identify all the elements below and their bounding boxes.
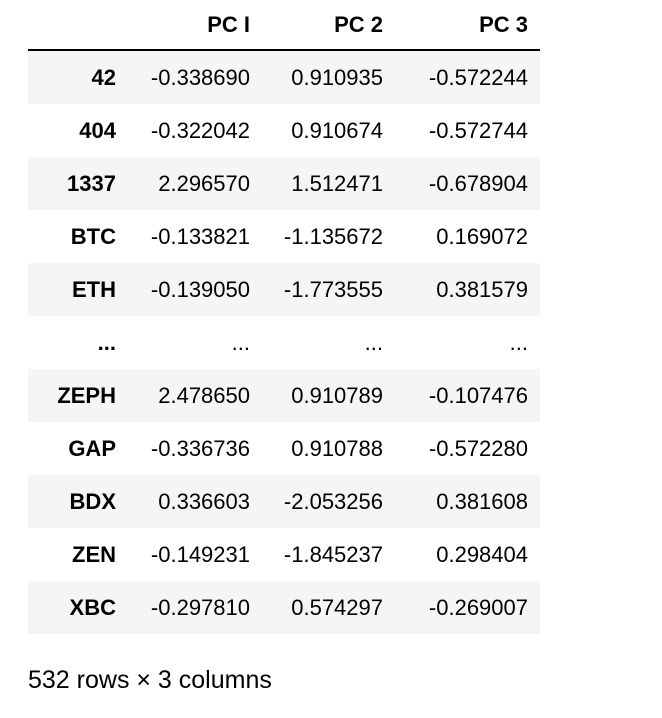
cell-pc1: 2.296570: [158, 170, 250, 196]
table-row: 404 -0.322042 0.910674 -0.572744: [28, 104, 540, 157]
dataframe-shape-note: 532 rows × 3 columns: [28, 666, 272, 694]
column-header-pc1: PC I: [128, 0, 262, 51]
table-row: BTC -0.133821 -1.135672 0.169072: [28, 210, 540, 263]
cell-pc2: -1.135672: [283, 223, 383, 249]
table-row: ZEPH 2.478650 0.910789 -0.107476: [28, 369, 540, 422]
row-index: 404: [79, 117, 116, 143]
cell-pc3: -0.572244: [428, 64, 528, 90]
cell-pc2: 0.910935: [291, 64, 383, 90]
table-row: XBC -0.297810 0.574297 -0.269007: [28, 581, 540, 634]
header-row: PC I PC 2 PC 3: [28, 0, 540, 51]
row-index: BTC: [70, 223, 116, 249]
row-index: ZEPH: [57, 382, 116, 408]
cell-pc1: -0.338690: [150, 64, 250, 90]
cell-pc1: -0.297810: [150, 594, 250, 620]
column-header-pc3: PC 3: [395, 0, 540, 51]
cell-pc2: -1.845237: [283, 541, 383, 567]
cell-pc2: 1.512471: [291, 170, 383, 196]
column-header-pc2: PC 2: [262, 0, 395, 51]
cell-pc1: -0.139050: [150, 276, 250, 302]
row-index: XBC: [69, 594, 116, 620]
cell-pc2: ...: [364, 329, 383, 355]
table-header: PC I PC 2 PC 3: [28, 0, 540, 51]
cell-pc1: -0.336736: [150, 435, 250, 461]
table-row-ellipsis: ... ... ... ...: [28, 316, 540, 369]
cell-pc2: 0.910788: [291, 435, 383, 461]
cell-pc1: -0.149231: [150, 541, 250, 567]
cell-pc1: 2.478650: [158, 382, 250, 408]
cell-pc2: -2.053256: [283, 488, 383, 514]
table-row: ETH -0.139050 -1.773555 0.381579: [28, 263, 540, 316]
index-header: [28, 0, 128, 51]
cell-pc1: 0.336603: [158, 488, 250, 514]
cell-pc3: 0.298404: [436, 541, 528, 567]
cell-pc3: 0.381579: [436, 276, 528, 302]
cell-pc1: ...: [231, 329, 250, 355]
table-row: 1337 2.296570 1.512471 -0.678904: [28, 157, 540, 210]
cell-pc2: 0.574297: [291, 594, 383, 620]
cell-pc3: 0.381608: [436, 488, 528, 514]
table-body: 42 -0.338690 0.910935 -0.572244 404 -0.3…: [28, 50, 540, 634]
dataframe-output: PC I PC 2 PC 3 42 -0.338690 0.910935 -0.…: [28, 0, 540, 634]
row-index: 1337: [67, 170, 116, 196]
cell-pc3: ...: [509, 329, 528, 355]
cell-pc3: -0.572744: [428, 117, 528, 143]
row-index: ...: [97, 329, 116, 355]
cell-pc2: 0.910789: [291, 382, 383, 408]
cell-pc2: -1.773555: [283, 276, 383, 302]
cell-pc3: -0.678904: [428, 170, 528, 196]
cell-pc3: -0.572280: [428, 435, 528, 461]
row-index: ZEN: [72, 541, 116, 567]
row-index: 42: [91, 64, 116, 90]
cell-pc3: 0.169072: [436, 223, 528, 249]
dataframe-table: PC I PC 2 PC 3 42 -0.338690 0.910935 -0.…: [28, 0, 540, 634]
table-row: ZEN -0.149231 -1.845237 0.298404: [28, 528, 540, 581]
cell-pc1: -0.322042: [150, 117, 250, 143]
table-row: 42 -0.338690 0.910935 -0.572244: [28, 50, 540, 104]
table-row: GAP -0.336736 0.910788 -0.572280: [28, 422, 540, 475]
table-row: BDX 0.336603 -2.053256 0.381608: [28, 475, 540, 528]
row-index: GAP: [68, 435, 116, 461]
cell-pc3: -0.269007: [428, 594, 528, 620]
cell-pc3: -0.107476: [428, 382, 528, 408]
cell-pc1: -0.133821: [150, 223, 250, 249]
cell-pc2: 0.910674: [291, 117, 383, 143]
row-index: BDX: [69, 488, 116, 514]
row-index: ETH: [72, 276, 116, 302]
